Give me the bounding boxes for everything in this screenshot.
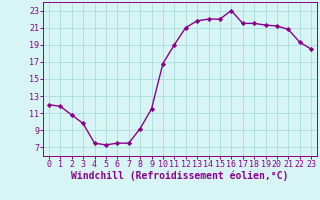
X-axis label: Windchill (Refroidissement éolien,°C): Windchill (Refroidissement éolien,°C) <box>71 171 289 181</box>
